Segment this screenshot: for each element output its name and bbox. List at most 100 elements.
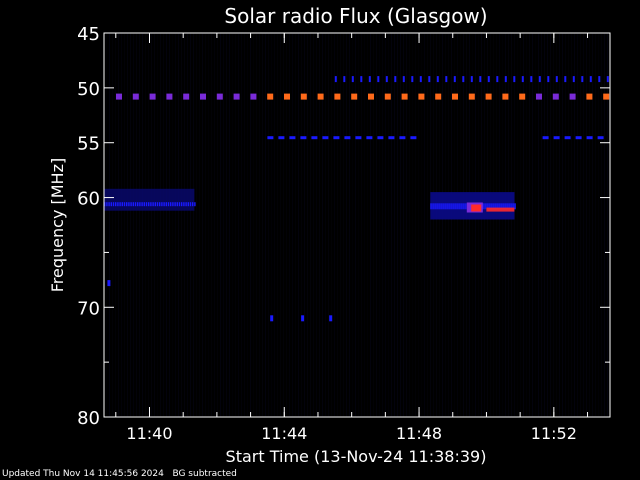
background-streak <box>478 33 479 417</box>
background-streak <box>430 33 431 417</box>
band-60-streak <box>185 202 187 207</box>
burst-streak <box>458 203 460 210</box>
burst-streak <box>454 203 456 210</box>
band-60-streak <box>161 202 163 207</box>
background-streak <box>172 33 173 417</box>
burst-streak <box>482 203 484 210</box>
background-streak <box>178 33 179 417</box>
line-49-tick <box>589 76 592 83</box>
background-streak <box>169 33 170 417</box>
background-streak <box>325 33 326 417</box>
carrier-dash <box>216 93 223 100</box>
background-streak <box>565 33 566 417</box>
background-streak <box>298 33 299 417</box>
burst-streak <box>510 203 512 210</box>
burst-streak <box>448 203 450 210</box>
line-49-tick <box>572 76 575 83</box>
background-streak <box>322 33 323 417</box>
carrier-dash <box>284 93 290 100</box>
band-60-streak <box>187 202 189 207</box>
background-streak <box>358 33 359 417</box>
background-streak <box>268 33 269 417</box>
background-streak <box>226 33 227 417</box>
line-54-dash <box>322 136 329 140</box>
background-streak <box>295 33 296 417</box>
background-streak <box>373 33 374 417</box>
background-streak <box>526 33 527 417</box>
band-60-streak <box>104 202 106 207</box>
band-60-streak <box>121 202 123 207</box>
band-60-streak <box>165 202 167 207</box>
band-60-streak <box>174 202 176 207</box>
background-streak <box>511 33 512 417</box>
background-streak <box>166 33 167 417</box>
band-60-streak <box>139 202 141 207</box>
background-streak <box>175 33 176 417</box>
background-streak <box>568 33 569 417</box>
background-streak <box>247 33 248 417</box>
background-streak <box>127 33 128 417</box>
background-streak <box>472 33 473 417</box>
carrier-dash <box>250 93 257 100</box>
line-49-tick <box>513 76 516 83</box>
background-streak <box>595 33 596 417</box>
background-streak <box>271 33 272 417</box>
line-49-tick <box>453 76 456 83</box>
background-streak <box>379 33 380 417</box>
carrier-dash <box>317 93 324 100</box>
line-49-tick <box>487 76 490 83</box>
line-54-dash <box>333 136 340 140</box>
background-streak <box>355 33 356 417</box>
line-49-tick <box>547 76 550 83</box>
burst-streak <box>444 203 446 210</box>
background-streak <box>190 33 191 417</box>
burst-streak <box>450 203 452 210</box>
background-streak <box>400 33 401 417</box>
background-streak <box>544 33 545 417</box>
background-streak <box>238 33 239 417</box>
background-streak <box>394 33 395 417</box>
background-streak <box>292 33 293 417</box>
line-49-tick <box>462 76 465 83</box>
background-streak <box>277 33 278 417</box>
line-54-dash <box>399 136 406 140</box>
background-streak <box>106 33 107 417</box>
background-streak <box>445 33 446 417</box>
background-streak <box>538 33 539 417</box>
background-streak <box>187 33 188 417</box>
background-streak <box>460 33 461 417</box>
band-60-streak <box>141 202 143 207</box>
band-60-streak <box>156 202 159 207</box>
line-49-tick <box>496 76 499 83</box>
background-streak <box>412 33 413 417</box>
band-60-streak <box>110 202 112 207</box>
background-streak <box>493 33 494 417</box>
background-streak <box>214 33 215 417</box>
background-streak <box>205 33 206 417</box>
y-axis-label: Frequency [MHz] <box>48 158 67 292</box>
carrier-dash <box>116 93 122 100</box>
burst-streak <box>432 203 434 210</box>
line-54-dash <box>344 136 351 140</box>
carrier-dash <box>452 93 458 100</box>
background-streak <box>262 33 263 417</box>
background-streak <box>577 33 578 417</box>
line-49-tick <box>436 76 439 83</box>
background-streak <box>349 33 350 417</box>
background-streak <box>481 33 482 417</box>
y-tick-label: 50 <box>77 79 100 100</box>
carrier-dash <box>200 93 206 100</box>
background-streak <box>316 33 317 417</box>
background-streak <box>118 33 119 417</box>
line-49-tick <box>504 76 507 83</box>
background-streak <box>571 33 572 417</box>
line-49-tick <box>351 76 354 83</box>
background-streak <box>310 33 311 417</box>
line-49-tick <box>606 76 609 83</box>
y-tick-label: 45 <box>77 24 100 45</box>
band-60-streak <box>117 202 119 207</box>
background-streak <box>163 33 164 417</box>
footer-note: BG subtracted <box>172 469 237 479</box>
background-streak <box>529 33 530 417</box>
